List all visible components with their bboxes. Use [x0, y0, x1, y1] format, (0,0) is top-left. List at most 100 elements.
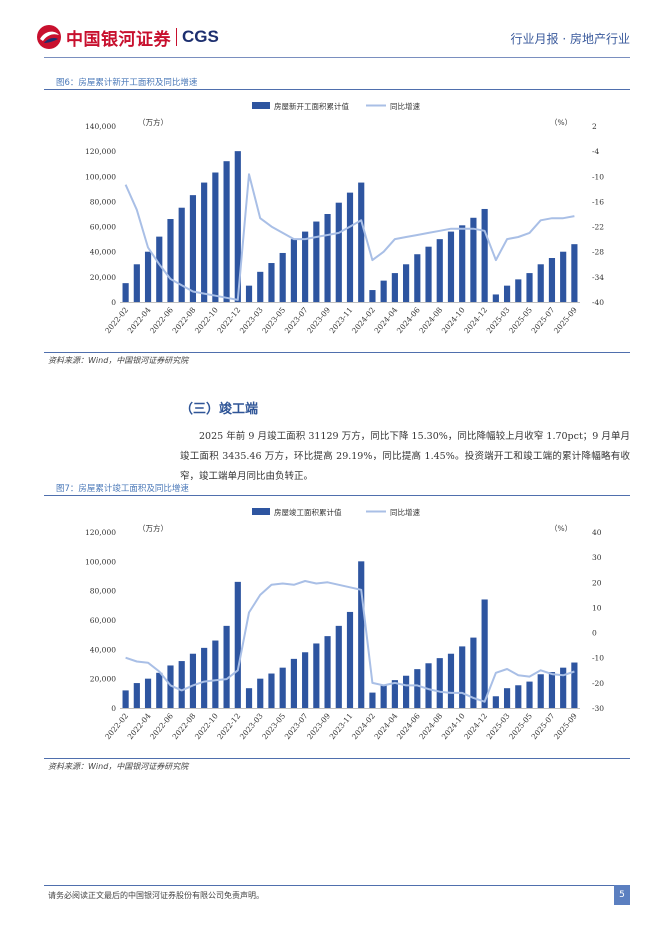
- bar-2025-04: [515, 685, 522, 708]
- bar-2023-02: [245, 688, 253, 708]
- bar-2023-08: [313, 643, 320, 708]
- new-construction-chart: 房屋新开工面积累计值 同比增速 （万方） （%） 140,000 120,000 100,0…: [44, 92, 630, 350]
- chart-svg: 房屋新开工面积累计值 同比增速 （万方） （%） 140,000 120,000 100,0…: [85, 101, 604, 335]
- chart-legend: 房屋新开工面积累计值 同比增速: [252, 101, 420, 111]
- bar-2022-11: [223, 625, 230, 708]
- bar-2022-06: [167, 219, 174, 302]
- left-tick-label: 120,000: [85, 147, 116, 156]
- right-tick-label: 20: [592, 578, 602, 587]
- left-tick-label: 20,000: [90, 273, 116, 282]
- right-tick-label: -20: [592, 679, 604, 688]
- galaxy-logo-icon: [37, 25, 61, 49]
- bar-2025-05: [526, 681, 533, 708]
- bar-2022-02: [122, 690, 129, 708]
- left-tick-label: 120,000: [85, 528, 116, 537]
- bar-2023-06: [290, 658, 297, 708]
- footer-divider: [44, 885, 630, 886]
- bar-2024-05: [403, 675, 410, 708]
- page-number: 5: [614, 885, 630, 905]
- x-tick-label: 2025-09: [552, 711, 579, 741]
- bar-2022-03: [133, 264, 140, 302]
- left-axis-unit: （万方）: [138, 523, 168, 533]
- company-logo: 中国银河证券 CGS: [36, 22, 219, 52]
- left-tick-label: 100,000: [85, 172, 116, 181]
- header-divider: [44, 57, 630, 58]
- right-tick-label: 40: [592, 528, 602, 537]
- bar-2024-10: [459, 225, 466, 302]
- bar-2025-08: [560, 667, 567, 708]
- chart-legend: 房屋竣工面积累计值 同比增速: [252, 507, 420, 517]
- legend-line-label: 同比增速: [390, 507, 420, 517]
- bar-2023-09: [324, 214, 331, 302]
- bar-2022-08: [189, 653, 197, 708]
- figure-6-top-rule: [44, 89, 630, 90]
- bar-2022-02: [122, 283, 129, 302]
- bar-2024-11: [470, 637, 477, 708]
- right-tick-label: 0: [592, 629, 597, 638]
- bar-2022-08: [189, 195, 197, 302]
- logo-english-name: CGS: [182, 27, 219, 46]
- bar-2023-04: [268, 673, 275, 708]
- bar-2025-03: [503, 688, 511, 708]
- bar-2023-12: [358, 182, 365, 302]
- bar-2025-09: [571, 662, 578, 708]
- bar-2024-03: [380, 685, 387, 708]
- right-tick-label: -10: [592, 654, 604, 663]
- bar-2025-04: [515, 279, 522, 302]
- left-tick-label: 60,000: [90, 616, 116, 625]
- legend-bar-swatch: [252, 508, 270, 515]
- bar-2023-03: [257, 271, 264, 302]
- bar-2025-02: [492, 696, 499, 708]
- legend-line-label: 同比增速: [390, 101, 420, 111]
- left-tick-label: 20,000: [90, 675, 116, 684]
- right-axis-unit: （%）: [550, 118, 572, 127]
- bar-2024-09: [447, 231, 455, 302]
- logo-separator: [176, 28, 177, 46]
- left-tick-label: 40,000: [90, 645, 116, 654]
- bar-2023-07: [302, 652, 309, 708]
- bar-2022-07: [178, 661, 185, 708]
- section-title: （三）竣工端: [180, 402, 259, 417]
- bar-2023-10: [335, 625, 342, 708]
- yoy-growth-line: [125, 580, 575, 703]
- figure-6-caption: 图6：房屋累计新开工面积及同比增速: [56, 78, 198, 88]
- left-axis-unit: （万方）: [138, 117, 168, 127]
- bar-2022-04: [144, 678, 152, 708]
- bar-2022-05: [156, 236, 163, 302]
- bar-2023-03: [257, 678, 264, 708]
- figure-7-caption: 图7：房屋累计竣工面积及同比增速: [56, 484, 189, 494]
- left-tick-label: 100,000: [85, 557, 116, 566]
- bar-2024-07: [425, 663, 432, 708]
- bar-2024-12: [481, 208, 488, 302]
- bar-2023-05: [279, 667, 286, 708]
- bar-2025-06: [537, 674, 544, 708]
- bar-2024-10: [459, 646, 466, 708]
- bar-2023-11: [346, 611, 354, 708]
- bar-2024-07: [425, 246, 432, 302]
- report-type-label: 行业月报 · 房地产行业: [510, 32, 630, 46]
- right-tick-label: -10: [592, 172, 604, 181]
- legend-bar-swatch: [252, 102, 270, 109]
- bar-2024-11: [470, 217, 477, 302]
- left-tick-label: 60,000: [90, 223, 116, 232]
- bar-2022-06: [167, 665, 174, 708]
- footer-disclaimer: 请务必阅读正文最后的中国银河证券股份有限公司免责声明。: [48, 891, 264, 900]
- bar-2025-06: [537, 264, 544, 302]
- bar-2024-04: [391, 273, 398, 302]
- bar-2022-12: [234, 581, 241, 708]
- bar-2022-09: [201, 647, 208, 708]
- bar-2022-05: [156, 672, 163, 708]
- bar-2022-10: [212, 640, 219, 708]
- right-tick-label: -40: [592, 298, 604, 307]
- bar-2022-10: [212, 172, 219, 302]
- bar-2025-07: [548, 672, 556, 708]
- bar-2023-12: [358, 561, 365, 708]
- yoy-growth-line: [124, 173, 575, 301]
- bar-2025-09: [571, 244, 578, 302]
- bar-2025-07: [548, 258, 556, 302]
- figure-7-source: 资料来源：Wind，中国银河证券研究院: [48, 762, 189, 771]
- figure-6-source: 资料来源：Wind，中国银河证券研究院: [48, 356, 189, 365]
- bar-2023-06: [290, 239, 297, 302]
- bar-2025-02: [492, 294, 499, 302]
- figure-7-top-rule: [44, 495, 630, 496]
